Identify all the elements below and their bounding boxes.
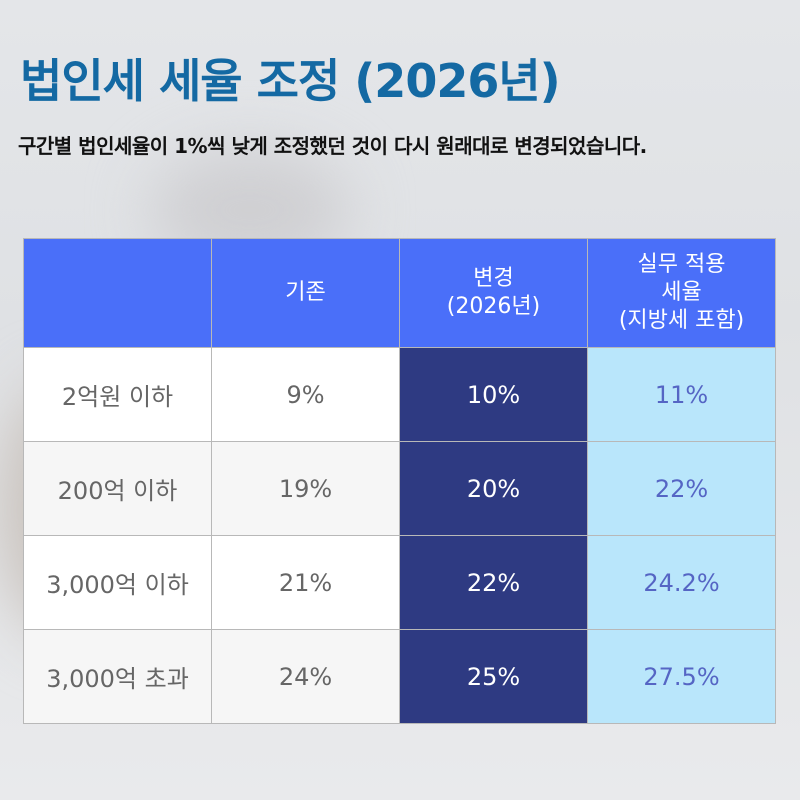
- header-effective: 실무 적용 세율 (지방세 포함): [587, 238, 776, 348]
- table-row: 3,000억 이하 21% 22% 24.2%: [23, 535, 776, 630]
- effective-cell: 27.5%: [587, 629, 776, 724]
- header-before: 기존: [211, 238, 400, 348]
- effective-cell: 11%: [587, 347, 776, 442]
- table-row: 200억 이하 19% 20% 22%: [23, 441, 776, 536]
- bracket-cell: 2억원 이하: [23, 347, 212, 442]
- bracket-cell: 200억 이하: [23, 441, 212, 536]
- after-cell: 10%: [399, 347, 588, 442]
- subtitle: 구간별 법인세율이 1%씩 낮게 조정했던 것이 다시 원래대로 변경되었습니다…: [18, 134, 647, 158]
- before-cell: 21%: [211, 535, 400, 630]
- after-cell: 20%: [399, 441, 588, 536]
- effective-cell: 22%: [587, 441, 776, 536]
- tax-rate-table: 기존 변경 (2026년) 실무 적용 세율 (지방세 포함) 2억원 이하 9…: [23, 238, 776, 724]
- page-title: 법인세 세율 조정 (2026년): [20, 54, 561, 108]
- header-after: 변경 (2026년): [399, 238, 588, 348]
- before-cell: 9%: [211, 347, 400, 442]
- table-row: 2억원 이하 9% 10% 11%: [23, 347, 776, 442]
- bracket-cell: 3,000억 이하: [23, 535, 212, 630]
- before-cell: 24%: [211, 629, 400, 724]
- after-cell: 25%: [399, 629, 588, 724]
- effective-cell: 24.2%: [587, 535, 776, 630]
- header-empty: [23, 238, 212, 348]
- after-cell: 22%: [399, 535, 588, 630]
- before-cell: 19%: [211, 441, 400, 536]
- bracket-cell: 3,000억 초과: [23, 629, 212, 724]
- table-row: 3,000억 초과 24% 25% 27.5%: [23, 629, 776, 724]
